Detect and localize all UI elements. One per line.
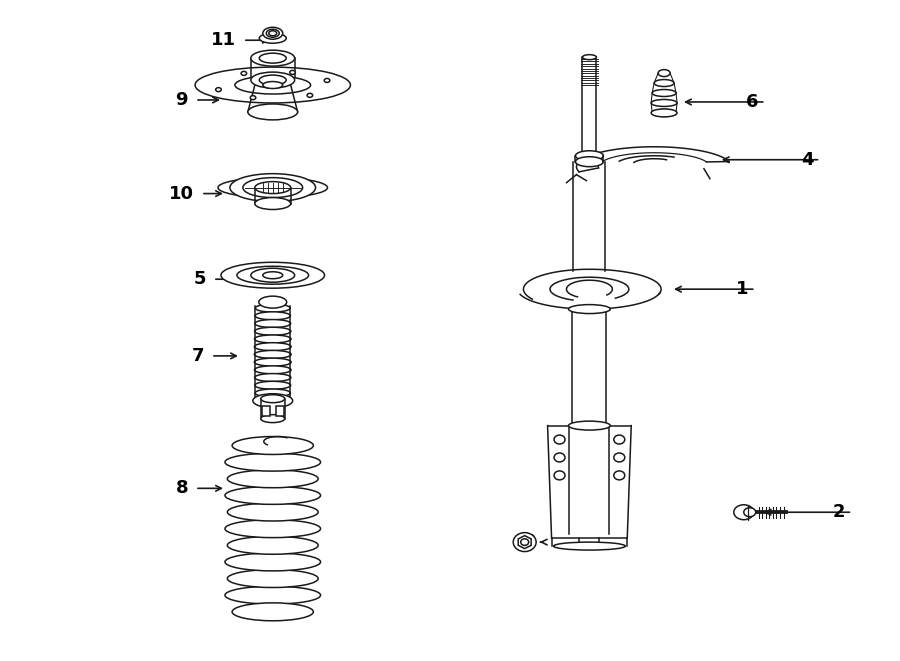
Text: 6: 6	[746, 93, 759, 111]
Text: 1: 1	[736, 280, 749, 298]
Ellipse shape	[195, 67, 350, 103]
Ellipse shape	[228, 503, 319, 521]
Ellipse shape	[554, 542, 626, 550]
Text: 4: 4	[801, 151, 814, 169]
Ellipse shape	[259, 33, 286, 43]
Ellipse shape	[251, 72, 294, 88]
Text: 10: 10	[169, 184, 194, 202]
Text: 7: 7	[192, 347, 204, 365]
Ellipse shape	[255, 373, 291, 381]
Ellipse shape	[654, 79, 674, 87]
Ellipse shape	[614, 435, 625, 444]
Text: 11: 11	[211, 31, 236, 49]
Ellipse shape	[261, 414, 284, 422]
Ellipse shape	[232, 436, 313, 455]
Ellipse shape	[554, 471, 565, 480]
Ellipse shape	[513, 533, 536, 551]
Ellipse shape	[582, 55, 597, 59]
Ellipse shape	[253, 394, 292, 408]
Ellipse shape	[251, 268, 294, 282]
Ellipse shape	[235, 76, 310, 94]
Ellipse shape	[263, 81, 283, 89]
Ellipse shape	[255, 342, 291, 351]
Ellipse shape	[259, 53, 286, 63]
Ellipse shape	[255, 182, 291, 194]
Ellipse shape	[575, 157, 603, 167]
Ellipse shape	[255, 319, 291, 327]
Ellipse shape	[228, 470, 319, 488]
Ellipse shape	[228, 570, 319, 588]
Ellipse shape	[225, 453, 320, 471]
Text: 3: 3	[524, 533, 536, 551]
Ellipse shape	[652, 89, 676, 97]
Ellipse shape	[225, 586, 320, 604]
Ellipse shape	[652, 109, 677, 117]
Ellipse shape	[652, 110, 676, 116]
Ellipse shape	[218, 178, 328, 198]
Ellipse shape	[216, 88, 221, 92]
Ellipse shape	[569, 305, 610, 313]
Ellipse shape	[290, 71, 295, 75]
Ellipse shape	[658, 69, 670, 77]
Ellipse shape	[225, 553, 320, 571]
Ellipse shape	[554, 435, 565, 444]
Ellipse shape	[255, 350, 292, 358]
Bar	[275, 406, 284, 416]
Ellipse shape	[259, 296, 287, 308]
Ellipse shape	[255, 335, 291, 343]
Ellipse shape	[521, 539, 528, 545]
Ellipse shape	[250, 96, 256, 100]
Polygon shape	[518, 535, 531, 549]
Ellipse shape	[248, 104, 298, 120]
Ellipse shape	[255, 366, 291, 374]
Ellipse shape	[255, 381, 291, 389]
Ellipse shape	[241, 71, 247, 75]
Ellipse shape	[243, 178, 302, 198]
Ellipse shape	[569, 421, 610, 430]
Ellipse shape	[734, 505, 753, 520]
Ellipse shape	[266, 29, 279, 37]
Ellipse shape	[251, 50, 294, 66]
Ellipse shape	[263, 272, 283, 279]
Ellipse shape	[255, 198, 291, 210]
Ellipse shape	[228, 536, 319, 555]
Ellipse shape	[261, 395, 284, 403]
Ellipse shape	[232, 603, 313, 621]
Text: 2: 2	[832, 503, 845, 522]
Ellipse shape	[237, 266, 309, 284]
Ellipse shape	[614, 471, 625, 480]
Ellipse shape	[225, 486, 320, 504]
Text: 9: 9	[176, 91, 188, 109]
Ellipse shape	[256, 397, 290, 405]
Ellipse shape	[230, 174, 316, 202]
Ellipse shape	[255, 389, 291, 397]
Ellipse shape	[307, 93, 312, 97]
Ellipse shape	[256, 304, 290, 312]
Text: 5: 5	[194, 270, 206, 288]
Text: 8: 8	[176, 479, 188, 497]
Ellipse shape	[255, 312, 291, 320]
Ellipse shape	[255, 327, 291, 335]
Ellipse shape	[263, 27, 283, 39]
Ellipse shape	[652, 99, 677, 106]
Ellipse shape	[225, 520, 320, 537]
Ellipse shape	[575, 151, 603, 161]
Ellipse shape	[743, 508, 756, 517]
Ellipse shape	[324, 79, 329, 83]
Ellipse shape	[259, 75, 286, 85]
Bar	[261, 399, 284, 418]
Bar	[262, 406, 270, 416]
Ellipse shape	[554, 453, 565, 462]
Ellipse shape	[221, 262, 325, 288]
Ellipse shape	[255, 358, 291, 366]
Ellipse shape	[614, 453, 625, 462]
